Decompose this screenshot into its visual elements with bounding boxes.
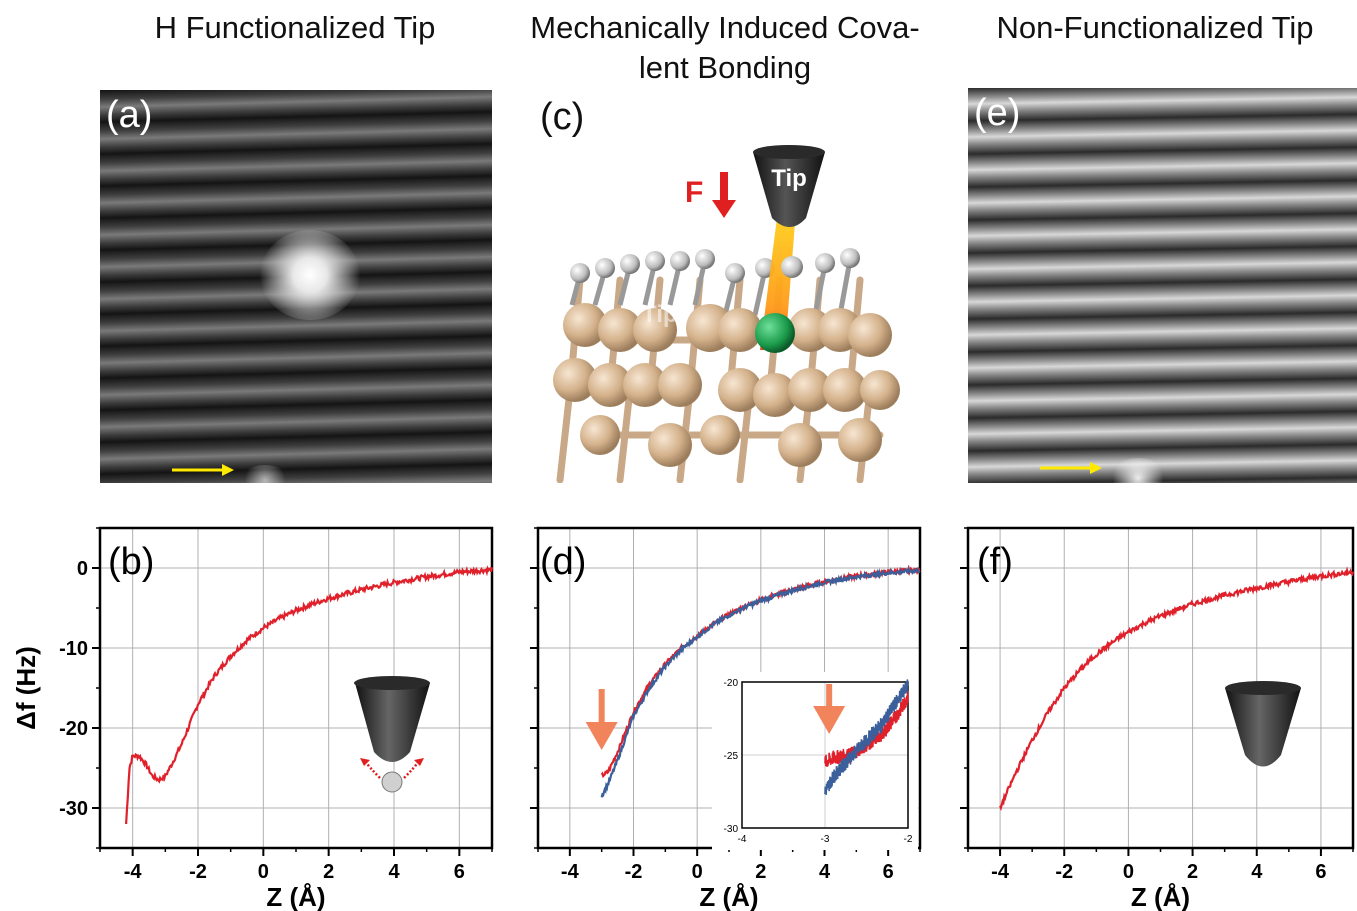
inset-x-tick-label: -4 xyxy=(738,834,747,845)
x-tick-label: 4 xyxy=(388,861,400,883)
x-tick-label: -2 xyxy=(189,861,207,883)
force-arrow xyxy=(712,172,736,218)
inset-x-tick-label: -2 xyxy=(904,834,913,845)
x-tick-label: -2 xyxy=(1055,861,1073,883)
stm-image-a: (a) xyxy=(100,90,492,483)
inset-y-tick-label: -25 xyxy=(724,751,739,762)
panel-letter-a: (a) xyxy=(106,94,153,136)
x-tick-label: 2 xyxy=(755,861,766,883)
x-tick-label: 0 xyxy=(692,861,703,883)
panel-letter-f: (f) xyxy=(977,541,1013,583)
y-tick-label: 0 xyxy=(77,558,88,580)
bright-spot-bottom xyxy=(240,465,290,483)
inset-x-tick-label: -3 xyxy=(821,834,830,845)
x-tick-label: 6 xyxy=(1315,861,1326,883)
green-atom xyxy=(755,313,795,353)
x-tick-label: 4 xyxy=(1251,861,1263,883)
inset-frame xyxy=(741,681,909,829)
tip-cone xyxy=(753,146,825,227)
x-tick-label: 6 xyxy=(883,861,894,883)
silicon-atoms xyxy=(553,303,900,467)
x-tick-label: 2 xyxy=(323,861,334,883)
x-tick-label: 0 xyxy=(258,861,269,883)
tip-cone-rim xyxy=(753,145,825,159)
x-tick-label: -4 xyxy=(991,861,1010,883)
panel-letter-c: (c) xyxy=(540,96,585,138)
inset-jump-arrow xyxy=(813,684,846,734)
y-axis-label: Δf (Hz) xyxy=(11,646,41,730)
inset-y-tick-label: -20 xyxy=(724,678,739,689)
title-non-functionalized: Non-Functionalized Tip xyxy=(996,10,1314,45)
inset-background xyxy=(712,672,918,850)
y-tick-label: -30 xyxy=(59,798,88,820)
x-axis-label: Z (Å) xyxy=(699,882,758,911)
force-label: F xyxy=(685,176,703,209)
x-tick-label: -4 xyxy=(561,861,580,883)
yellow-arrow-a xyxy=(172,464,234,476)
x-axis-label: Z (Å) xyxy=(266,882,325,911)
x-tick-label: -4 xyxy=(124,861,143,883)
bright-adatom xyxy=(260,230,360,320)
panel-letter-d: (d) xyxy=(540,541,586,583)
x-axis-label: Z (Å) xyxy=(1131,882,1190,911)
title-mechanically-induced: Mechanically Induced Cova- lent Bonding xyxy=(530,10,920,85)
panel-letter-b: (b) xyxy=(108,541,154,583)
bonding-diagram-c: Tip Tip F (c) xyxy=(540,90,910,483)
stm-image-e: (e) xyxy=(968,88,1357,483)
picked-h-atom xyxy=(781,256,803,278)
inset-series-1 xyxy=(824,679,909,795)
yellow-arrow-e xyxy=(1040,462,1102,474)
x-tick-label: 4 xyxy=(819,861,831,883)
x-tick-label: 0 xyxy=(1123,861,1134,883)
chart-b: -4 -2 0 2 4 60-10-20-30Z (Å)Δf (Hz)(b) xyxy=(11,526,494,911)
inset-series-0 xyxy=(824,690,909,767)
y-tick-label: -10 xyxy=(59,638,88,660)
tip-label: Tip xyxy=(771,165,807,192)
tip-with-h-icon xyxy=(354,676,430,793)
tip-faint-label: Tip xyxy=(642,301,678,328)
x-tick-label: -2 xyxy=(625,861,643,883)
bright-spot-bottom-e xyxy=(1108,458,1168,483)
series-line-0 xyxy=(999,566,1355,812)
inset-y-tick-label: -30 xyxy=(724,824,739,835)
y-tick-label: -20 xyxy=(59,718,88,740)
series-line-0 xyxy=(125,565,494,825)
chart-f: -4 -2 0 2 4 6 Z (Å) (f) xyxy=(960,526,1355,911)
chart-d: -4 -2 0 2 4 6Z (Å)(d)-4 -3 -2-20-25-30 xyxy=(530,526,922,911)
series-line-1 xyxy=(600,565,921,798)
title-h-functionalized: H Functionalized Tip xyxy=(154,10,436,45)
diagram-svg: Tip Tip F xyxy=(553,145,900,483)
x-tick-label: 6 xyxy=(454,861,465,883)
bare-tip-icon xyxy=(1225,681,1301,767)
h-atoms xyxy=(570,248,860,283)
x-tick-label: 2 xyxy=(1187,861,1198,883)
panel-letter-e: (e) xyxy=(974,92,1021,134)
jump-arrow xyxy=(585,689,618,750)
